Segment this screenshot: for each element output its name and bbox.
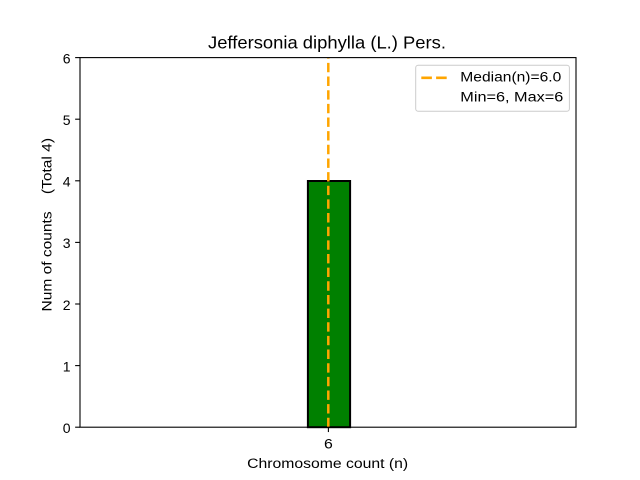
svg-text:3: 3: [63, 235, 71, 251]
svg-text:0: 0: [63, 420, 71, 436]
svg-text:6: 6: [63, 50, 71, 66]
svg-text:6: 6: [324, 435, 333, 451]
svg-text:5: 5: [63, 112, 71, 128]
svg-text:4: 4: [63, 174, 71, 190]
svg-text:1: 1: [63, 358, 71, 374]
svg-text:Num of counts (Total 4): Num of counts (Total 4): [38, 138, 54, 312]
svg-text:Chromosome count (n): Chromosome count (n): [247, 455, 408, 471]
svg-text:Jeffersonia diphylla (L.) Pers: Jeffersonia diphylla (L.) Pers.: [208, 33, 446, 53]
svg-text:Median(n)=6.0: Median(n)=6.0: [460, 69, 561, 85]
svg-text:2: 2: [63, 297, 71, 313]
svg-text:Min=6, Max=6: Min=6, Max=6: [460, 89, 563, 105]
